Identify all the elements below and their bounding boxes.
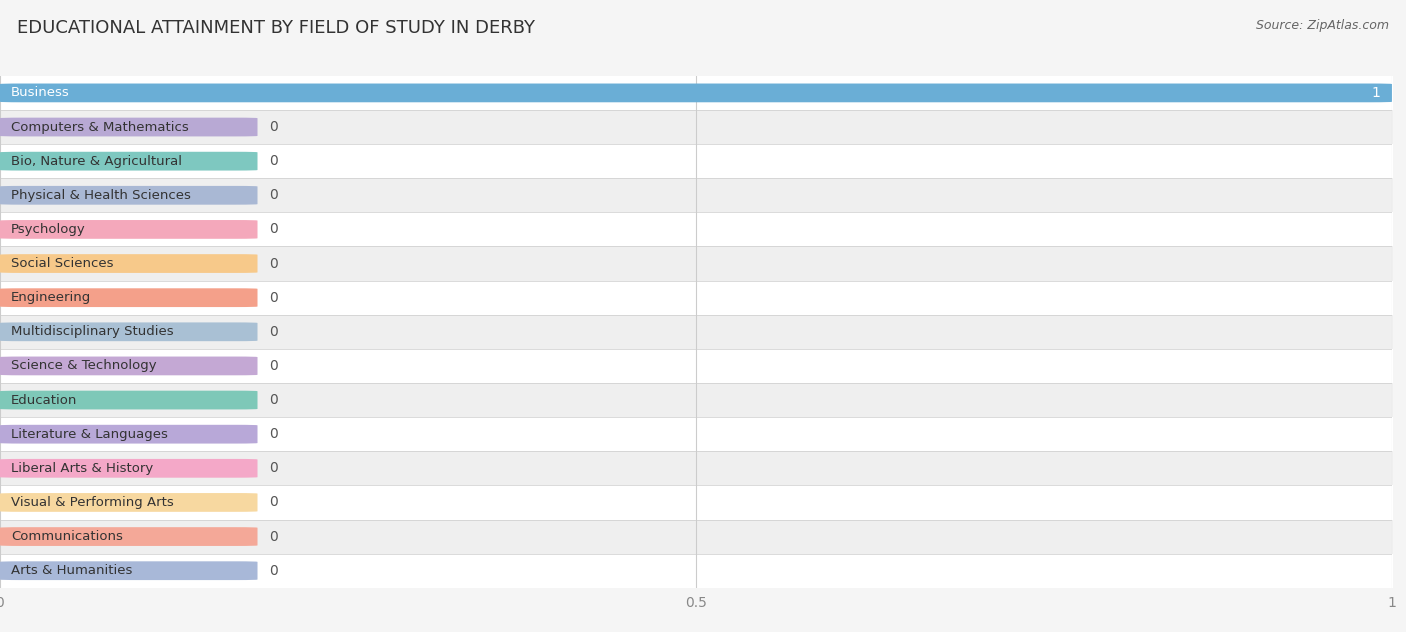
Bar [0, 520, 1393, 554]
Bar [0, 246, 1393, 281]
FancyBboxPatch shape [0, 118, 257, 137]
FancyBboxPatch shape [0, 220, 257, 239]
Text: Liberal Arts & History: Liberal Arts & History [11, 462, 153, 475]
Text: 0: 0 [269, 154, 277, 168]
Text: 0: 0 [269, 257, 277, 270]
FancyBboxPatch shape [0, 254, 257, 273]
Text: 0: 0 [269, 120, 277, 134]
Text: 0: 0 [269, 188, 277, 202]
Text: 0: 0 [269, 427, 277, 441]
FancyBboxPatch shape [0, 288, 257, 307]
Bar [0, 451, 1393, 485]
Text: Arts & Humanities: Arts & Humanities [11, 564, 132, 577]
FancyBboxPatch shape [0, 493, 257, 512]
Bar [0, 315, 1393, 349]
Text: 0: 0 [269, 495, 277, 509]
Text: 0: 0 [269, 530, 277, 544]
Bar [0, 281, 1393, 315]
Text: Multidisciplinary Studies: Multidisciplinary Studies [11, 325, 174, 338]
Text: 0: 0 [269, 325, 277, 339]
Text: Source: ZipAtlas.com: Source: ZipAtlas.com [1256, 19, 1389, 32]
FancyBboxPatch shape [0, 356, 257, 375]
Bar [0, 144, 1393, 178]
Text: Engineering: Engineering [11, 291, 91, 304]
Text: Social Sciences: Social Sciences [11, 257, 114, 270]
Bar [0, 485, 1393, 520]
Text: 0: 0 [269, 291, 277, 305]
Text: Physical & Health Sciences: Physical & Health Sciences [11, 189, 191, 202]
Text: Science & Technology: Science & Technology [11, 360, 156, 372]
Text: Business: Business [11, 87, 70, 99]
Text: Visual & Performing Arts: Visual & Performing Arts [11, 496, 174, 509]
FancyBboxPatch shape [0, 186, 257, 205]
FancyBboxPatch shape [0, 83, 1392, 102]
Text: 1: 1 [1372, 86, 1381, 100]
Text: EDUCATIONAL ATTAINMENT BY FIELD OF STUDY IN DERBY: EDUCATIONAL ATTAINMENT BY FIELD OF STUDY… [17, 19, 534, 37]
FancyBboxPatch shape [0, 561, 257, 580]
Text: Psychology: Psychology [11, 223, 86, 236]
FancyBboxPatch shape [0, 391, 257, 410]
Text: 0: 0 [269, 222, 277, 236]
Bar [0, 178, 1393, 212]
FancyBboxPatch shape [0, 152, 257, 171]
Text: Computers & Mathematics: Computers & Mathematics [11, 121, 188, 133]
FancyBboxPatch shape [0, 425, 257, 444]
Text: Literature & Languages: Literature & Languages [11, 428, 167, 441]
Bar [0, 383, 1393, 417]
Bar [0, 110, 1393, 144]
FancyBboxPatch shape [0, 527, 257, 546]
Text: 0: 0 [269, 461, 277, 475]
Bar [0, 76, 1393, 110]
Text: Communications: Communications [11, 530, 122, 543]
Bar [0, 554, 1393, 588]
Bar [0, 212, 1393, 246]
FancyBboxPatch shape [0, 459, 257, 478]
Bar [0, 349, 1393, 383]
Text: 0: 0 [269, 359, 277, 373]
Text: 0: 0 [269, 564, 277, 578]
Text: 0: 0 [269, 393, 277, 407]
Text: Education: Education [11, 394, 77, 406]
FancyBboxPatch shape [0, 322, 257, 341]
Bar [0, 417, 1393, 451]
Text: Bio, Nature & Agricultural: Bio, Nature & Agricultural [11, 155, 183, 167]
